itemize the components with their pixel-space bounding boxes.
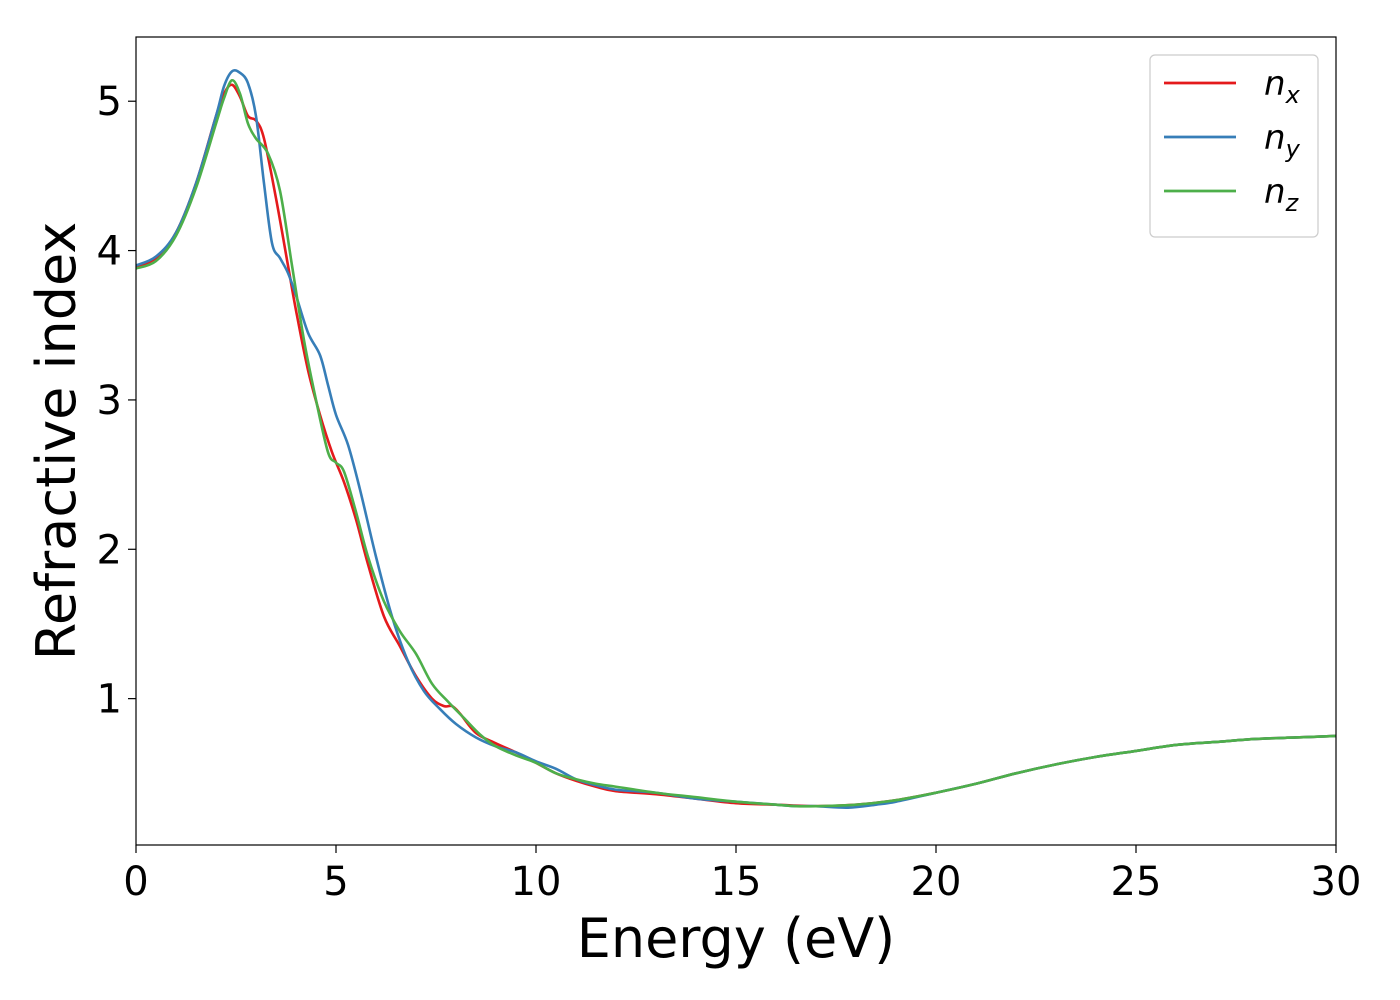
x-axis-title: Energy (eV) <box>577 907 896 970</box>
series-line-nz <box>135 79 1337 808</box>
x-tick-label: 10 <box>511 859 562 905</box>
y-tick-label: 4 <box>97 229 122 275</box>
x-tick-label: 0 <box>123 859 148 905</box>
x-tick-label: 5 <box>323 859 348 905</box>
y-tick-label: 5 <box>97 79 122 125</box>
y-tick-label: 3 <box>97 378 122 424</box>
plot-background <box>136 37 1336 845</box>
y-axis: 1 2 3 4 5 <box>97 79 136 723</box>
x-axis: 0 5 10 15 20 25 30 <box>123 845 1361 905</box>
legend: nx ny nz <box>1149 54 1319 238</box>
y-tick-label: 2 <box>97 527 122 573</box>
x-tick-label: 15 <box>711 859 762 905</box>
x-tick-label: 30 <box>1311 859 1362 905</box>
legend-label-nx: nx <box>1264 64 1301 109</box>
y-tick-label: 1 <box>97 677 122 723</box>
x-tick-label: 20 <box>911 859 962 905</box>
legend-label-ny: ny <box>1264 118 1301 163</box>
y-axis-title: Refractive index <box>25 222 88 661</box>
legend-label-nz: nz <box>1264 172 1300 217</box>
x-tick-label: 25 <box>1111 859 1162 905</box>
series-layer <box>135 69 1337 809</box>
